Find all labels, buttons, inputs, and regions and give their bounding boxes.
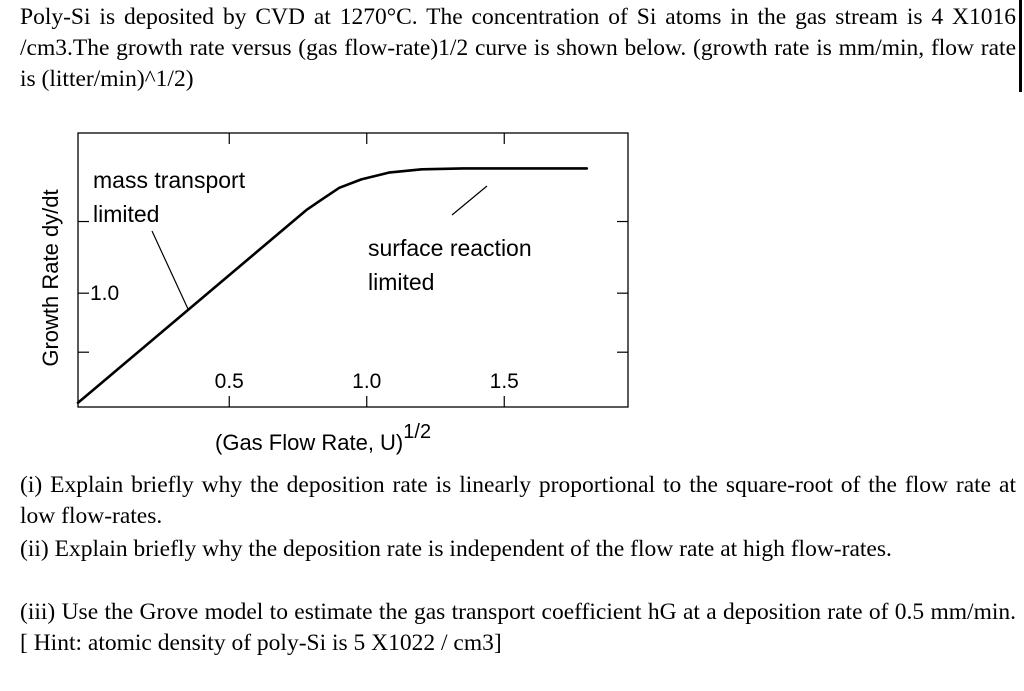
- annotation-mass-transport-line1: mass transport: [93, 167, 246, 193]
- x-tick-label: 0.5: [215, 370, 244, 393]
- question-i: (i) Explain briefly why the deposition r…: [20, 472, 1016, 529]
- plot-frame: [77, 132, 629, 408]
- x-axis-label: (Gas Flow Rate, U)1/2: [215, 421, 431, 455]
- annotation-surface-reaction-line1: surface reaction: [368, 235, 532, 261]
- annotation-pointer-mass-transport: [151, 230, 189, 310]
- growth-rate-chart: 0.5 1.0 1.5 1.0 mass transport limited surf…: [38, 132, 629, 455]
- right-edge-bar: [1019, 0, 1022, 92]
- y-axis-label: Growth Rate dy/dt: [38, 189, 63, 366]
- annotation-surface-reaction-line2: limited: [368, 269, 434, 295]
- question-iii: (iii) Use the Grove model to estimate th…: [20, 599, 1016, 656]
- x-axis-label-superscript: 1/2: [403, 421, 431, 443]
- x-tick-label: 1.0: [352, 370, 381, 393]
- problem-intro: Poly-Si is deposited by CVD at 1270°C. T…: [20, 4, 1016, 92]
- x-tick-label: 1.5: [490, 370, 519, 393]
- x-axis-label-main: (Gas Flow Rate, U): [215, 430, 403, 455]
- growth-rate-curve: [76, 167, 589, 405]
- question-ii: (ii) Explain briefly why the deposition …: [20, 536, 892, 562]
- annotation-pointer-surface-reaction: [451, 185, 488, 216]
- annotation-mass-transport-line2: limited: [93, 201, 159, 227]
- y-tick-label: 1.0: [90, 282, 119, 305]
